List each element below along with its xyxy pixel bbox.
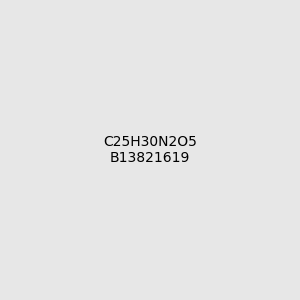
Text: C25H30N2O5
B13821619: C25H30N2O5 B13821619	[103, 135, 197, 165]
